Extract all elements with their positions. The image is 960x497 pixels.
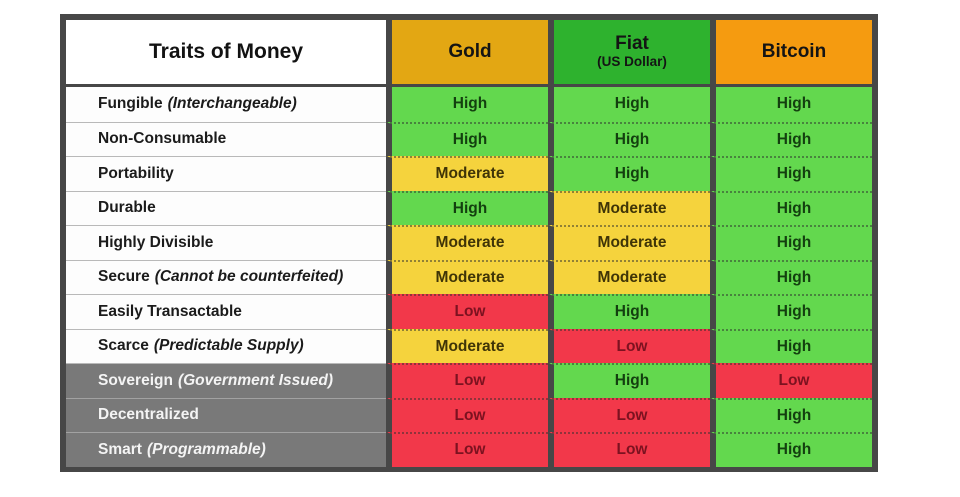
trait-title: Scarce (98, 337, 149, 355)
rating-cell-bitcoin: High (710, 328, 872, 363)
row-label: Scarce (Predictable Supply) (66, 328, 386, 363)
row-label: Highly Divisible (66, 225, 386, 260)
trait-title: Portability (98, 164, 174, 182)
table-row-scarce: Scarce (Predictable Supply) Moderate Low … (66, 328, 872, 363)
rating-cell-gold: High (386, 87, 548, 122)
rating-cell-bitcoin: High (710, 225, 872, 260)
trait-title: Secure (98, 268, 150, 286)
rating-cell-bitcoin: High (710, 190, 872, 225)
trait-title: Fungible (98, 95, 163, 113)
column-header-fiat: Fiat (US Dollar) (548, 20, 710, 87)
traits-of-money-table: Traits of Money Gold Fiat (US Dollar) Bi… (60, 14, 878, 472)
rating-cell-fiat: Low (548, 328, 710, 363)
rating-cell-fiat: Moderate (548, 259, 710, 294)
row-label: Durable (66, 190, 386, 225)
column-header-gold: Gold (386, 20, 548, 87)
rating-cell-gold: Moderate (386, 259, 548, 294)
rating-cell-fiat: Low (548, 432, 710, 467)
row-label: Fungible (Interchangeable) (66, 87, 386, 122)
rating-cell-gold: High (386, 121, 548, 156)
trait-title: Durable (98, 199, 156, 217)
trait-title: Sovereign (98, 371, 173, 389)
rating-cell-gold: Moderate (386, 156, 548, 191)
rating-cell-gold: High (386, 190, 548, 225)
rating-cell-fiat: Moderate (548, 225, 710, 260)
trait-title: Easily Transactable (98, 302, 242, 320)
table-row-non-consumable: Non-Consumable High High High (66, 121, 872, 156)
table-row-fungible: Fungible (Interchangeable) High High High (66, 87, 872, 122)
rating-cell-bitcoin: High (710, 87, 872, 122)
row-label: Easily Transactable (66, 294, 386, 329)
table-row-secure: Secure (Cannot be counterfeited) Moderate… (66, 259, 872, 294)
column-header-bitcoin-label: Bitcoin (761, 40, 827, 62)
rating-cell-fiat: High (548, 294, 710, 329)
rating-cell-gold: Moderate (386, 225, 548, 260)
rating-cell-gold: Low (386, 294, 548, 329)
trait-note: (Interchangeable) (167, 95, 297, 113)
rating-cell-bitcoin: High (710, 156, 872, 191)
rating-cell-bitcoin: High (710, 397, 872, 432)
rating-cell-fiat: Low (548, 397, 710, 432)
table-row-decentralized: Decentralized Low Low High (66, 397, 872, 432)
rating-cell-fiat: High (548, 156, 710, 191)
row-label: Sovereign (Government Issued) (66, 363, 386, 398)
row-label: Portability (66, 156, 386, 191)
table-title: Traits of Money (66, 20, 386, 87)
trait-title: Decentralized (98, 406, 199, 424)
rating-cell-fiat: High (548, 363, 710, 398)
rating-cell-bitcoin: High (710, 259, 872, 294)
trait-note: (Programmable) (146, 440, 266, 458)
trait-title: Highly Divisible (98, 233, 214, 251)
trait-note: (Government Issued) (177, 371, 333, 389)
rating-cell-bitcoin: High (710, 432, 872, 467)
table-row-durable: Durable High Moderate High (66, 190, 872, 225)
rating-cell-gold: Moderate (386, 328, 548, 363)
column-header-gold-label: Gold (448, 40, 492, 62)
rating-cell-fiat: High (548, 87, 710, 122)
table-row-highly-divisible: Highly Divisible Moderate Moderate High (66, 225, 872, 260)
rating-cell-fiat: High (548, 121, 710, 156)
rating-cell-gold: Low (386, 363, 548, 398)
table-row-sovereign: Sovereign (Government Issued) Low High Lo… (66, 363, 872, 398)
table-row-easily-transactable: Easily Transactable Low High High (66, 294, 872, 329)
trait-note: (Predictable Supply) (153, 337, 304, 355)
rating-cell-bitcoin: Low (710, 363, 872, 398)
row-label: Non-Consumable (66, 121, 386, 156)
table-row-smart: Smart (Programmable) Low Low High (66, 432, 872, 467)
row-label: Smart (Programmable) (66, 432, 386, 467)
rating-cell-fiat: Moderate (548, 190, 710, 225)
trait-title: Non-Consumable (98, 130, 227, 148)
rating-cell-bitcoin: High (710, 294, 872, 329)
rating-cell-gold: Low (386, 432, 548, 467)
rating-cell-bitcoin: High (710, 121, 872, 156)
table-header-row: Traits of Money Gold Fiat (US Dollar) Bi… (66, 20, 872, 87)
column-header-fiat-label: Fiat (615, 33, 649, 55)
table-row-portability: Portability Moderate High High (66, 156, 872, 191)
column-header-fiat-sublabel: (US Dollar) (597, 53, 667, 69)
column-header-bitcoin: Bitcoin (710, 20, 872, 87)
trait-note: (Cannot be counterfeited) (154, 268, 344, 286)
row-label: Decentralized (66, 397, 386, 432)
rating-cell-gold: Low (386, 397, 548, 432)
trait-title: Smart (98, 440, 142, 458)
row-label: Secure (Cannot be counterfeited) (66, 259, 386, 294)
